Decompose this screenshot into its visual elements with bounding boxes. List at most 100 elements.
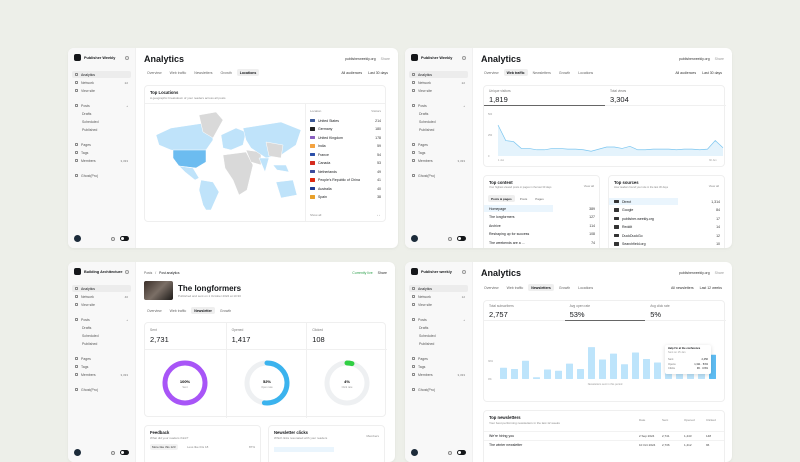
- sidebar-item-scheduled[interactable]: Scheduled: [72, 118, 131, 125]
- tab-newsletters[interactable]: Newsletters: [528, 284, 554, 291]
- stat-tab-active[interactable]: Unique visitors 1,819: [484, 86, 605, 106]
- settings-icon[interactable]: [448, 237, 452, 241]
- less-like-this-button[interactable]: Less like this 18: [187, 445, 209, 449]
- sidebar-item-viewsite[interactable]: View site: [409, 301, 468, 308]
- list-item[interactable]: United States 214: [305, 117, 385, 124]
- dark-mode-toggle[interactable]: [457, 450, 466, 455]
- stat-tab[interactable]: Total subscribers 2,757: [484, 301, 565, 321]
- tab-growth[interactable]: Growth: [558, 285, 571, 290]
- audience-dropdown[interactable]: All newsletters: [671, 285, 694, 290]
- tab-newsletters[interactable]: Newsletters: [194, 70, 213, 75]
- list-item[interactable]: Canada 53: [305, 160, 385, 167]
- share-button[interactable]: Share: [380, 57, 390, 61]
- sidebar-item-viewsite[interactable]: View site: [409, 87, 468, 94]
- tab-growth[interactable]: Growth: [220, 70, 232, 75]
- view-all-link[interactable]: View all: [708, 184, 719, 188]
- list-item[interactable]: Searchfield.org 10: [609, 241, 724, 248]
- more-like-this-button[interactable]: More like this 123: [150, 444, 178, 450]
- sidebar-item-posts[interactable]: Posts +: [72, 102, 131, 109]
- avatar[interactable]: [411, 235, 418, 242]
- sidebar-item-members[interactable]: Members 3,333: [409, 157, 468, 164]
- tab-overview[interactable]: Overview: [484, 70, 499, 75]
- list-item[interactable]: India 59: [305, 143, 385, 150]
- sidebar-item-members[interactable]: Members 3,333: [409, 371, 468, 378]
- sidebar-item-published[interactable]: Published: [72, 340, 131, 347]
- tab-web-traffic[interactable]: Web traffic: [169, 70, 187, 75]
- list-item[interactable]: Archive 114: [484, 222, 599, 229]
- stat-tab-active[interactable]: Avg open rate 53%: [564, 301, 646, 321]
- tab-locations[interactable]: Locations: [236, 69, 260, 76]
- add-post-icon[interactable]: +: [463, 103, 465, 108]
- list-item[interactable]: Reshaping up for success 108: [484, 231, 599, 238]
- share-button[interactable]: Share: [377, 271, 387, 275]
- list-item[interactable]: The longformers 127: [484, 214, 599, 221]
- content-tab[interactable]: Posts: [519, 196, 528, 201]
- sidebar-item-scheduled[interactable]: Scheduled: [72, 332, 131, 339]
- list-item[interactable]: The weekends are a ... 74: [484, 239, 599, 246]
- sidebar-item-members[interactable]: Members 3,333: [72, 157, 131, 164]
- sidebar-item-scheduled[interactable]: Scheduled: [409, 332, 468, 339]
- search-icon[interactable]: [125, 56, 129, 60]
- sidebar-item-tags[interactable]: Tags: [409, 363, 468, 370]
- list-item[interactable]: Netherlands 49: [305, 168, 385, 175]
- list-item[interactable]: Direct 1,314: [609, 198, 724, 205]
- tab-web-traffic[interactable]: Web traffic: [506, 285, 524, 290]
- date-range-dropdown[interactable]: Last 30 days: [368, 70, 388, 75]
- sidebar-item-posts[interactable]: Posts +: [409, 102, 468, 109]
- content-tab[interactable]: Pages: [535, 196, 544, 201]
- sidebar-item-analytics[interactable]: Analytics: [72, 71, 131, 78]
- add-post-icon[interactable]: +: [463, 317, 465, 322]
- list-item[interactable]: Australia 40: [305, 185, 385, 192]
- sidebar-item-network[interactable]: Network 40: [72, 293, 131, 300]
- sidebar-item-posts[interactable]: Posts +: [409, 316, 468, 323]
- tab-growth[interactable]: Growth: [219, 308, 232, 313]
- dark-mode-toggle[interactable]: [120, 450, 129, 455]
- audience-dropdown[interactable]: All audiences: [341, 70, 363, 75]
- list-item[interactable]: Germany 180: [305, 126, 385, 133]
- sidebar-item-ghostpro[interactable]: Ghost(Pro): [72, 386, 131, 393]
- list-item[interactable]: People's Republic of China 41: [305, 177, 385, 184]
- settings-icon[interactable]: [111, 451, 115, 455]
- site-url[interactable]: publisherweekly.org: [678, 57, 710, 61]
- sidebar-item-drafts[interactable]: Drafts: [72, 324, 131, 331]
- tab-newsletters[interactable]: Newsletters: [532, 70, 551, 75]
- list-item[interactable]: publisher-weekly.org 17: [609, 215, 724, 222]
- sidebar-item-viewsite[interactable]: View site: [72, 87, 131, 94]
- tab-web-traffic[interactable]: Web traffic: [503, 69, 528, 76]
- sidebar-item-drafts[interactable]: Drafts: [409, 110, 468, 117]
- sidebar-item-tags[interactable]: Tags: [409, 149, 468, 156]
- tab-overview[interactable]: Overview: [147, 308, 162, 313]
- avatar[interactable]: [74, 235, 81, 242]
- site-link[interactable]: publisherweekly.org Share: [679, 57, 724, 61]
- site-link[interactable]: publisherweekly.org Share: [679, 271, 724, 275]
- show-all-link[interactable]: Show all: [310, 213, 322, 217]
- content-tab[interactable]: Posts & pages: [488, 195, 515, 202]
- column-header[interactable]: Opened: [684, 418, 695, 422]
- stat-tab[interactable]: Total views 3,304: [605, 86, 726, 106]
- list-item[interactable]: Spain 38: [305, 194, 385, 201]
- search-icon[interactable]: [462, 56, 466, 60]
- sidebar-item-ghostpro[interactable]: Ghost(Pro): [72, 172, 131, 179]
- date-range-dropdown[interactable]: Last 12 weeks: [699, 285, 722, 290]
- sidebar-item-network[interactable]: Network 22: [72, 79, 131, 86]
- sidebar-item-posts[interactable]: Posts +: [72, 316, 131, 323]
- sidebar-item-drafts[interactable]: Drafts: [72, 110, 131, 117]
- search-icon[interactable]: [125, 270, 129, 274]
- tab-growth[interactable]: Growth: [558, 70, 571, 75]
- sidebar-item-network[interactable]: Network 22: [409, 79, 468, 86]
- sidebar-item-pages[interactable]: Pages: [409, 355, 468, 362]
- sidebar-item-published[interactable]: Published: [409, 340, 468, 347]
- sidebar-item-pages[interactable]: Pages: [72, 141, 131, 148]
- avatar[interactable]: [411, 449, 418, 456]
- tab-overview[interactable]: Overview: [147, 70, 162, 75]
- sidebar-item-viewsite[interactable]: View site: [72, 301, 131, 308]
- sidebar-item-analytics[interactable]: Analytics: [409, 285, 468, 292]
- stat-tab[interactable]: Avg click rate 5%: [645, 301, 726, 321]
- tab-locations[interactable]: Locations: [578, 285, 594, 290]
- sidebar-item-pages[interactable]: Pages: [409, 141, 468, 148]
- sidebar-item-tags[interactable]: Tags: [72, 363, 131, 370]
- share-button[interactable]: Share: [714, 271, 724, 275]
- column-header[interactable]: Clicked: [706, 418, 716, 422]
- sidebar-item-analytics[interactable]: Analytics: [409, 71, 468, 78]
- sidebar-item-published[interactable]: Published: [72, 126, 131, 133]
